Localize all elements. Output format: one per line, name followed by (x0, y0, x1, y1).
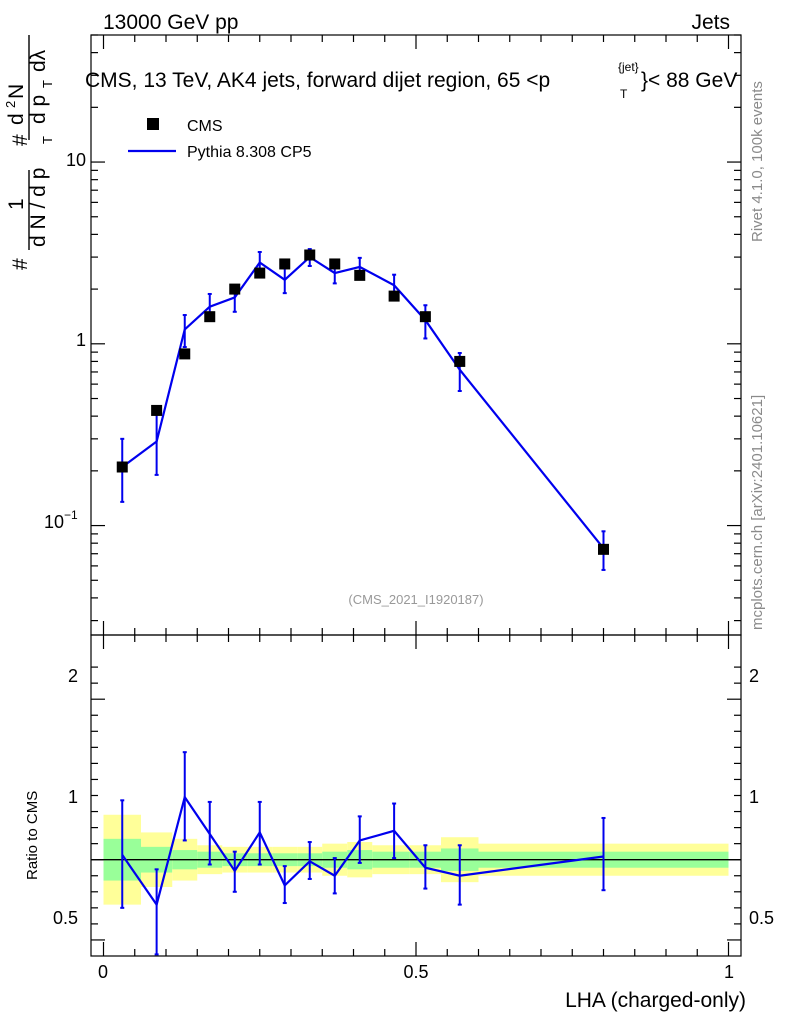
xtick-1: 1 (724, 962, 734, 982)
cms-data-point (204, 311, 216, 323)
title-main: CMS, 13 TeV, AK4 jets, forward dijet reg… (85, 69, 550, 92)
analysis-id: (CMS_2021_I1920187) (348, 592, 483, 607)
ytick-0p1-exp: −1 (64, 508, 78, 522)
cms-data-point (388, 290, 400, 302)
x-axis-ticks: 0 0.5 1 (98, 962, 734, 982)
legend-pythia-label: Pythia 8.308 CP5 (187, 144, 312, 161)
ylabel-denominator-sub: T (40, 136, 55, 144)
ratio-panel (91, 635, 741, 956)
ratio-ytick-2-right: 2 (749, 666, 759, 686)
y-axis-label-ratio: Ratio to CMS (24, 791, 41, 880)
main-axis-ticks (91, 34, 741, 635)
xtick-0p5: 0.5 (403, 962, 428, 982)
mcplots-label: mcplots.cern.ch [arXiv:2401.10621] (749, 395, 766, 630)
ratio-axis-ticks (91, 635, 741, 956)
plot-title: CMS, 13 TeV, AK4 jets, forward dijet reg… (85, 60, 737, 101)
cms-data-point (454, 355, 466, 367)
ratio-ytick-1-right: 1 (749, 787, 759, 807)
ylabel-numerator-n: N (5, 84, 28, 99)
cms-data-point (279, 258, 291, 270)
ratio-ytick-2-left: 2 (68, 666, 78, 686)
y-axis-label-main: # 1 d N / d p T # d 2 N d p T dλ (3, 35, 55, 270)
ylabel-dp: d p (27, 95, 50, 124)
ratio-ytick-0p5-left: 0.5 (53, 908, 78, 928)
ratio-frame (90, 634, 742, 957)
ylabel-hash-2: # (9, 134, 32, 146)
legend: CMS Pythia 8.308 CP5 (128, 118, 312, 161)
legend-cms-marker (147, 118, 159, 130)
cms-data-point (329, 258, 341, 270)
ylabel-hash-1: # (9, 258, 32, 270)
xtick-0: 0 (98, 962, 108, 982)
ratio-ytick-0p5-right: 0.5 (749, 908, 774, 928)
ytick-1: 1 (76, 330, 86, 350)
cms-data-point (419, 311, 431, 323)
cms-data-point (229, 283, 241, 295)
ytick-0p1-base: 10 (44, 512, 64, 532)
y-axis-ticks-main: 10 1 10 −1 (44, 150, 86, 532)
legend-cms-label: CMS (187, 118, 223, 135)
title-tail: }< 88 GeV (641, 69, 737, 92)
ylabel-numerator: d (5, 113, 28, 125)
energy-label: 13000 GeV pp (103, 11, 238, 34)
ytick-10: 10 (66, 150, 86, 170)
cms-data-point (304, 249, 316, 261)
ylabel-one: 1 (5, 198, 28, 210)
ylabel-dp-sub: T (40, 80, 55, 88)
rivet-label: Rivet 4.1.0, 100k events (749, 81, 766, 242)
x-axis-label: LHA (charged-only) (565, 989, 746, 1012)
main-panel (91, 34, 741, 635)
cms-data-point (116, 461, 128, 473)
cms-data-point (179, 348, 191, 360)
ylabel-denominator: d N / d p (27, 168, 50, 247)
y-axis-ticks-ratio: 2 1 0.5 2 1 0.5 (53, 666, 774, 928)
category-label: Jets (691, 11, 730, 34)
ratio-ytick-1-left: 1 (68, 787, 78, 807)
ylabel-dlambda: dλ (27, 49, 50, 72)
cms-data-point (151, 404, 163, 416)
cms-data-point (598, 543, 609, 555)
ratio-series-line (121, 794, 604, 908)
title-sub: T (620, 87, 628, 101)
cms-data-point (254, 267, 266, 279)
cms-data-point (354, 269, 366, 281)
title-sup: {jet} (618, 60, 639, 74)
ylabel-numerator-power: 2 (3, 101, 18, 108)
pythia-line (121, 255, 605, 549)
